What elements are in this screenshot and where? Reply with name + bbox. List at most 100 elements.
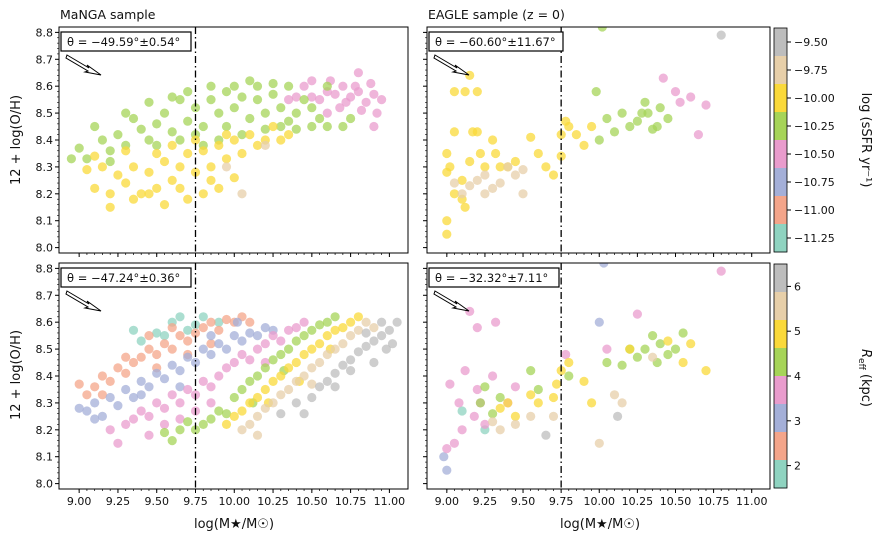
panel-eagle_reff: 9.00 9.25 9.50 9.75 10.00 10.25 10.50 10.75 11.0… — [423, 262, 771, 508]
data-point — [361, 341, 371, 351]
data-point — [442, 444, 452, 454]
data-point — [214, 325, 224, 335]
data-point — [276, 135, 286, 145]
y-tick-label: 8.5 — [36, 343, 54, 356]
data-point — [307, 92, 317, 102]
data-point — [469, 411, 479, 421]
data-point — [307, 379, 317, 389]
data-point — [245, 355, 255, 365]
data-point — [237, 425, 247, 435]
data-point — [663, 349, 673, 360]
data-point — [307, 344, 317, 354]
data-point — [387, 339, 398, 349]
data-point — [198, 121, 208, 132]
data-point — [237, 336, 247, 346]
axes-frame — [58, 262, 409, 490]
data-point — [97, 411, 107, 421]
data-point — [291, 398, 301, 408]
data-point — [245, 419, 255, 429]
data-point — [460, 366, 470, 376]
data-point — [144, 97, 154, 107]
data-point — [454, 398, 464, 408]
data-point — [617, 398, 627, 408]
data-point — [128, 357, 139, 368]
data-point — [460, 202, 470, 212]
colorbar-tick-label: −10.50 — [794, 148, 835, 161]
data-point — [167, 323, 177, 333]
x-tick-label: 9.25 — [106, 495, 131, 508]
data-point — [284, 363, 294, 373]
angle-label: θ = −60.60°±11.67° — [428, 31, 564, 52]
x-tick-label: 9.50 — [511, 495, 536, 508]
data-point — [221, 87, 232, 97]
data-point — [307, 363, 317, 373]
data-point — [291, 92, 301, 102]
data-point — [330, 344, 340, 354]
data-point — [510, 382, 520, 392]
colorbar-swatch — [774, 84, 787, 113]
data-point — [457, 175, 467, 185]
data-point — [268, 89, 278, 99]
y-tick-label: 8.4 — [36, 134, 54, 147]
data-point — [175, 135, 185, 145]
data-point — [229, 331, 239, 341]
data-point — [377, 317, 387, 327]
data-point — [128, 392, 139, 403]
data-point — [97, 162, 107, 172]
data-point — [214, 108, 224, 118]
data-point — [322, 317, 332, 327]
data-point — [480, 170, 490, 180]
data-point — [245, 376, 255, 386]
data-point — [307, 121, 317, 132]
data-point — [602, 357, 612, 368]
colorbar-label-ssfr: log (sSFR yr⁻¹) — [858, 93, 873, 188]
data-point — [488, 371, 498, 381]
data-point — [159, 156, 170, 167]
data-point — [268, 398, 278, 408]
data-point — [299, 317, 309, 327]
data-point — [346, 331, 356, 341]
data-point — [245, 398, 255, 408]
data-point — [381, 344, 391, 354]
data-point — [472, 323, 482, 333]
data-point — [167, 360, 177, 370]
data-point — [198, 146, 208, 156]
data-point — [260, 384, 270, 395]
data-point — [136, 336, 146, 346]
data-point — [105, 425, 115, 435]
data-point — [121, 178, 131, 188]
data-point — [503, 162, 513, 172]
data-point — [541, 162, 551, 172]
panel-title-eagle: EAGLE sample (z = 0) — [428, 7, 565, 22]
data-point — [541, 430, 551, 440]
axes-frame — [426, 262, 771, 490]
angle-label-text: θ = −49.59°±0.54° — [67, 35, 180, 49]
data-point — [338, 360, 348, 370]
x-tick-label: 10.25 — [257, 495, 289, 508]
data-point — [229, 81, 239, 91]
data-point — [268, 355, 278, 365]
data-point — [640, 344, 650, 354]
data-point — [206, 414, 216, 424]
data-point — [652, 121, 662, 132]
data-point — [353, 347, 363, 357]
data-point — [237, 130, 247, 140]
data-point — [229, 103, 239, 113]
data-point — [548, 392, 559, 403]
data-point — [366, 78, 376, 89]
data-point — [74, 379, 84, 389]
data-point — [465, 306, 475, 316]
data-point — [495, 392, 505, 403]
data-point — [284, 130, 294, 140]
data-point — [198, 312, 208, 322]
data-point — [190, 328, 201, 338]
data-point — [472, 87, 482, 97]
data-point — [90, 414, 100, 424]
data-point — [315, 113, 325, 124]
scatter-points — [439, 263, 726, 475]
data-point — [214, 371, 224, 381]
data-point — [291, 336, 301, 346]
x-tick-label: 9.75 — [183, 495, 208, 508]
data-point — [449, 87, 459, 97]
